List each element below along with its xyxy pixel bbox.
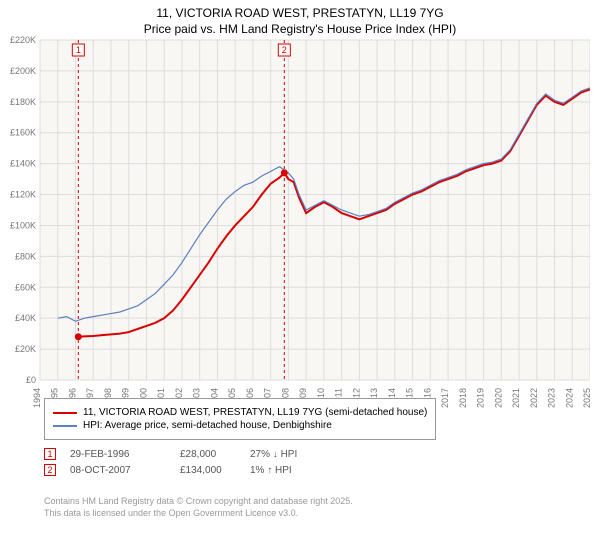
event-price: £28,000 — [180, 449, 250, 460]
copyright-line-2: This data is licensed under the Open Gov… — [44, 508, 298, 518]
event-row: 2 08-OCT-2007£134,0001% ↑ HPI — [44, 464, 360, 476]
copyright-line-1: Contains HM Land Registry data © Crown c… — [44, 496, 353, 506]
svg-text:2025: 2025 — [582, 388, 590, 408]
event-delta: 1% ↑ HPI — [250, 465, 360, 476]
event-date: 29-FEB-1996 — [70, 449, 180, 460]
svg-text:£140K: £140K — [10, 159, 36, 169]
svg-text:2024: 2024 — [564, 388, 574, 408]
event-marker: 1 — [44, 448, 56, 460]
legend-label: 11, VICTORIA ROAD WEST, PRESTATYN, LL19 … — [83, 407, 427, 418]
event-price: £134,000 — [180, 465, 250, 476]
copyright-notice: Contains HM Land Registry data © Crown c… — [44, 496, 353, 519]
svg-text:2023: 2023 — [547, 388, 557, 408]
event-date: 08-OCT-2007 — [70, 465, 180, 476]
legend-swatch — [53, 425, 77, 427]
svg-text:£120K: £120K — [10, 190, 36, 200]
svg-text:£180K: £180K — [10, 97, 36, 107]
legend-row: 11, VICTORIA ROAD WEST, PRESTATYN, LL19 … — [53, 407, 427, 418]
svg-text:£20K: £20K — [15, 344, 36, 354]
svg-text:2022: 2022 — [529, 388, 539, 408]
event-row: 1 29-FEB-1996£28,00027% ↓ HPI — [44, 448, 360, 460]
svg-text:2019: 2019 — [476, 388, 486, 408]
svg-text:2020: 2020 — [493, 388, 503, 408]
chart-container: 11, VICTORIA ROAD WEST, PRESTATYN, LL19 … — [0, 0, 600, 560]
svg-text:£160K: £160K — [10, 128, 36, 138]
plot-area: £0 £20K £40K £60K £80K £100K £120K £140K £160K £1… — [0, 0, 590, 420]
svg-text:£40K: £40K — [15, 313, 36, 323]
event-marker: 2 — [44, 464, 56, 476]
svg-text:2: 2 — [282, 45, 287, 55]
svg-text:1: 1 — [76, 45, 81, 55]
legend: 11, VICTORIA ROAD WEST, PRESTATYN, LL19 … — [44, 398, 436, 440]
svg-text:£60K: £60K — [15, 282, 36, 292]
svg-text:2018: 2018 — [458, 388, 468, 408]
svg-text:£80K: £80K — [15, 251, 36, 261]
event-delta: 27% ↓ HPI — [250, 449, 360, 460]
legend-swatch — [53, 412, 77, 414]
legend-row: HPI: Average price, semi-detached house,… — [53, 420, 427, 431]
svg-text:1994: 1994 — [32, 388, 42, 408]
svg-text:£100K: £100K — [10, 220, 36, 230]
svg-text:2017: 2017 — [440, 388, 450, 408]
svg-text:2021: 2021 — [511, 388, 521, 408]
event-table: 1 29-FEB-1996£28,00027% ↓ HPI 2 08-OCT-2007… — [44, 444, 360, 480]
svg-text:£220K: £220K — [10, 35, 36, 45]
legend-label: HPI: Average price, semi-detached house,… — [83, 420, 332, 431]
svg-text:£200K: £200K — [10, 66, 36, 76]
svg-text:£0: £0 — [26, 375, 36, 385]
